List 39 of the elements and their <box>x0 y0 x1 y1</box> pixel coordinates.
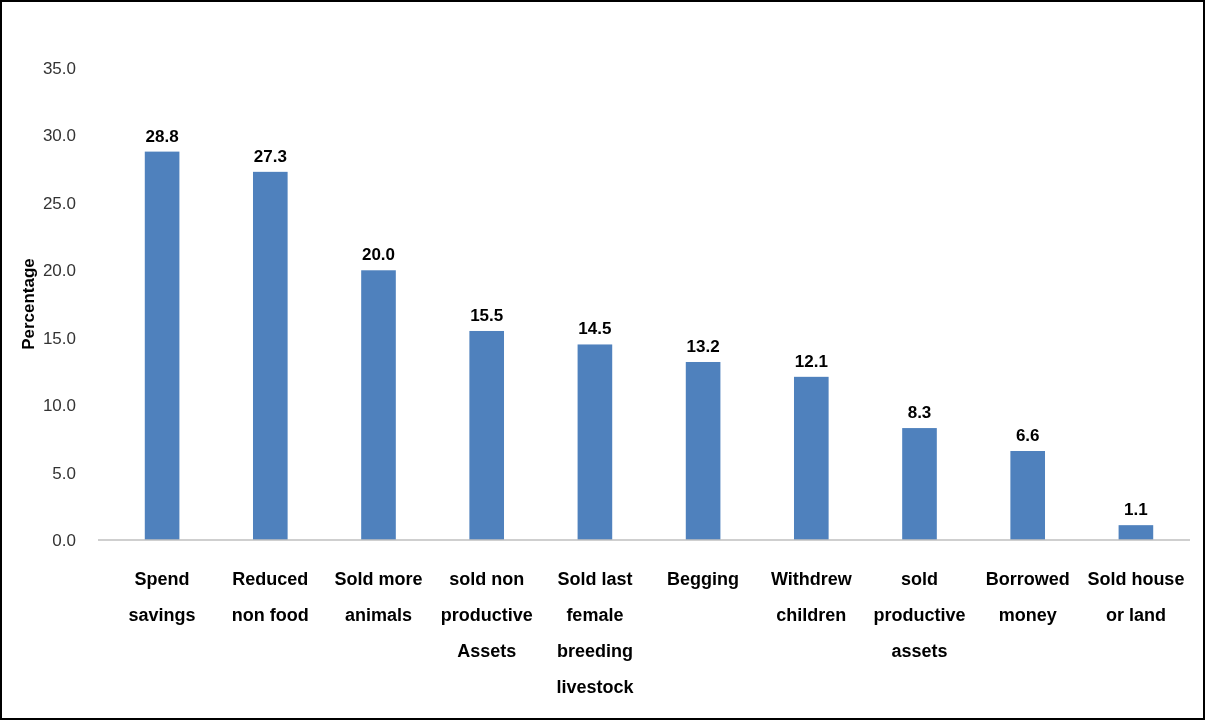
data-label: 15.5 <box>470 305 504 325</box>
x-tick-label: Sold more animals <box>334 569 423 625</box>
x-tick-label: Spend savings <box>128 569 196 625</box>
data-label: 27.3 <box>253 146 287 166</box>
x-tick-label: Sold house or land <box>1087 569 1185 625</box>
x-tick-label: Borrowed money <box>985 569 1070 625</box>
y-tick-label: 0.0 <box>52 530 76 550</box>
y-tick-label: 15.0 <box>42 328 76 348</box>
data-label: 1.1 <box>1124 500 1148 520</box>
x-tick-label: Reduced non food <box>231 569 309 625</box>
x-tick-label: sold productive assets <box>873 569 966 661</box>
bar <box>1010 450 1046 540</box>
data-label: 28.8 <box>145 126 179 146</box>
bar <box>577 344 613 540</box>
data-label: 13.2 <box>686 336 720 356</box>
bar <box>685 361 721 540</box>
bar <box>469 330 505 540</box>
y-axis-title: Percentage <box>19 258 38 350</box>
bar <box>902 428 937 540</box>
x-tick-label: sold non productive Assets <box>440 569 533 661</box>
x-tick-label: Begging <box>667 569 740 589</box>
x-tick-label: Withdrew children <box>770 569 853 625</box>
bar <box>144 151 180 540</box>
data-label: 6.6 <box>1015 425 1040 445</box>
y-tick-label: 20.0 <box>42 261 76 281</box>
bar <box>361 270 396 540</box>
bar <box>793 376 829 540</box>
bar <box>1118 525 1154 540</box>
data-label: 14.5 <box>578 319 612 339</box>
x-tick-label: Sold last female breeding livestock <box>556 569 635 697</box>
data-label: 8.3 <box>907 403 932 423</box>
y-tick-label: 30.0 <box>42 126 76 146</box>
y-tick-label: 10.0 <box>42 396 76 416</box>
bar <box>252 171 288 540</box>
y-tick-label: 35.0 <box>42 58 76 78</box>
y-tick-label: 5.0 <box>52 463 76 483</box>
y-tick-label: 25.0 <box>42 193 76 213</box>
data-label: 20.0 <box>361 245 396 265</box>
data-label: 12.1 <box>794 351 828 371</box>
